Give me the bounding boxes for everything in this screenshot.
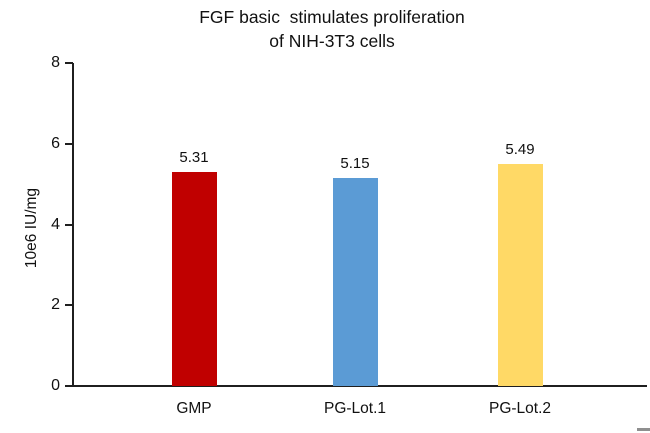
category-label: PG-Lot.1 <box>323 400 387 417</box>
chart-title-line-2: of NIH-3T3 cells <box>269 31 395 51</box>
y-tick-label: 6 <box>51 135 60 152</box>
x-axis-line <box>72 385 647 387</box>
y-axis-line <box>72 63 74 387</box>
y-tick-mark <box>65 62 73 64</box>
y-tick-label: 8 <box>51 54 60 71</box>
bar-value-label: 5.49 <box>505 141 535 158</box>
y-tick-mark <box>65 385 73 387</box>
bar-pg-lot-1 <box>332 178 378 386</box>
bar-gmp <box>171 172 217 386</box>
y-tick-mark <box>65 143 73 145</box>
chart-title: FGF basic stimulates proliferation of NI… <box>14 5 650 53</box>
y-tick-label: 2 <box>51 296 60 313</box>
bar-value-label: 5.15 <box>340 155 370 172</box>
y-tick-mark <box>65 224 73 226</box>
chart-title-line-1: FGF basic stimulates proliferation <box>199 7 465 27</box>
corner-resize-artifact <box>637 428 650 431</box>
category-label: GMP <box>176 400 212 417</box>
y-tick-label: 0 <box>51 377 60 394</box>
y-tick-label: 4 <box>51 216 60 233</box>
y-tick-mark <box>65 304 73 306</box>
bar-pg-lot-2 <box>497 164 543 386</box>
bar-value-label: 5.31 <box>179 149 209 166</box>
category-label: PG-Lot.2 <box>488 400 552 417</box>
